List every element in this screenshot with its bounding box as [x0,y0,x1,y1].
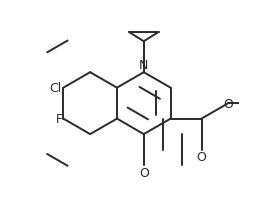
Text: F: F [55,112,62,125]
Text: Cl: Cl [49,82,62,95]
Text: O: O [197,151,206,164]
Text: N: N [139,59,148,72]
Text: O: O [223,97,233,110]
Text: O: O [139,166,149,179]
